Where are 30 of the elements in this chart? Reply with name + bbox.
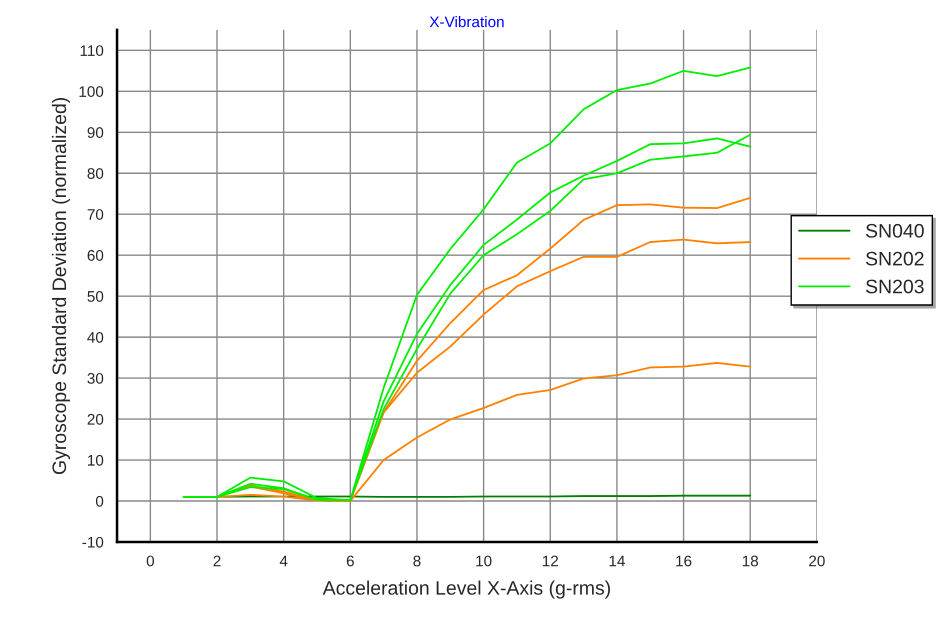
x-tick-label: 20 [809, 556, 825, 566]
y-tick-label: 20 [88, 414, 104, 425]
chart-title: X-Vibration [430, 16, 504, 28]
x-tick-label: 18 [742, 556, 758, 566]
x-tick-label: 0 [146, 556, 154, 566]
y-tick-label: 80 [88, 168, 104, 179]
x-tick-label: 2 [214, 556, 220, 566]
x-tick-label: 10 [476, 556, 492, 566]
x-tick-label: 16 [676, 556, 692, 566]
y-tick-label: 0 [96, 496, 104, 507]
x-tick-label: 6 [346, 556, 354, 566]
y-tick-label: 100 [80, 86, 104, 97]
y-tick-label: 40 [87, 332, 104, 343]
x-tick-label: 14 [610, 556, 625, 566]
legend-label: SN202 [866, 252, 924, 266]
x-tick-label: 4 [280, 556, 288, 566]
y-tick-label: 60 [88, 250, 104, 261]
x-tick-label: 8 [413, 556, 421, 566]
y-tick-label: 90 [88, 127, 104, 138]
y-axis-title: Gyroscope Standard Deviation (normalized) [52, 98, 70, 474]
y-tick-label: -10 [82, 536, 104, 548]
y-tick-label: 110 [80, 45, 104, 56]
y-tick-label: 30 [87, 372, 104, 384]
y-tick-label: 10 [88, 454, 104, 466]
x-axis-title: Acceleration Level X-Axis (g-rms) [322, 580, 610, 599]
y-tick-label: 50 [87, 291, 104, 302]
legend-label: SN040 [866, 224, 924, 238]
y-tick-label: 70 [88, 209, 104, 220]
legend-label: SN203 [866, 280, 924, 294]
x-tick-label: 12 [542, 556, 558, 566]
